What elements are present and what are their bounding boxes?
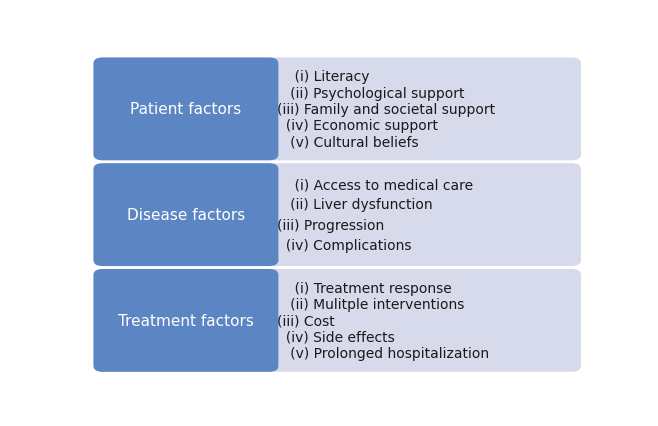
Text: (ii) Liver dysfunction: (ii) Liver dysfunction: [277, 198, 432, 212]
Text: (v) Prolonged hospitalization: (v) Prolonged hospitalization: [277, 346, 489, 360]
Text: (iii) Cost: (iii) Cost: [277, 314, 335, 328]
Text: (iv) Side effects: (iv) Side effects: [277, 330, 395, 344]
FancyBboxPatch shape: [93, 164, 278, 266]
FancyBboxPatch shape: [93, 58, 278, 161]
Text: (i) Literacy: (i) Literacy: [277, 70, 369, 84]
Text: (i) Access to medical care: (i) Access to medical care: [277, 178, 473, 192]
Text: (ii) Psychological support: (ii) Psychological support: [277, 86, 465, 101]
FancyBboxPatch shape: [93, 58, 581, 161]
Text: Disease factors: Disease factors: [127, 207, 245, 223]
FancyBboxPatch shape: [93, 269, 581, 372]
Text: (v) Cultural beliefs: (v) Cultural beliefs: [277, 135, 418, 149]
Text: (iii) Family and societal support: (iii) Family and societal support: [277, 103, 495, 117]
Text: (iii) Progression: (iii) Progression: [277, 218, 384, 232]
Text: (i) Treatment response: (i) Treatment response: [277, 281, 451, 295]
Text: (iv) Economic support: (iv) Economic support: [277, 119, 438, 133]
FancyBboxPatch shape: [93, 269, 278, 372]
Text: (ii) Mulitple interventions: (ii) Mulitple interventions: [277, 297, 465, 311]
Text: Patient factors: Patient factors: [130, 102, 241, 117]
Text: Treatment factors: Treatment factors: [118, 313, 254, 328]
Text: (iv) Complications: (iv) Complications: [277, 239, 411, 253]
FancyBboxPatch shape: [93, 164, 581, 266]
